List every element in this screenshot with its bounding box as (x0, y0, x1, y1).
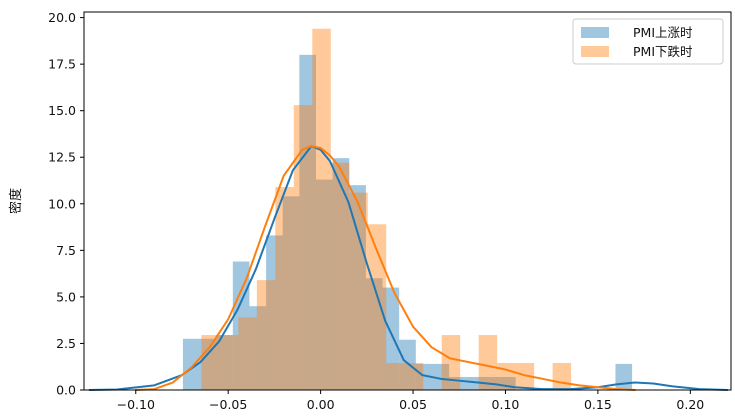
histogram-bar (238, 317, 257, 390)
histogram-bar (386, 363, 405, 390)
histogram-bar (432, 363, 450, 390)
y-axis-label: 密度 (8, 188, 24, 214)
histogram-bar (349, 192, 368, 390)
x-tick-label: 0.10 (492, 397, 520, 412)
legend-box (572, 18, 724, 65)
kde-curves (88, 145, 729, 391)
kde-line (88, 145, 729, 391)
histogram-bar (275, 187, 294, 390)
y-tick-label: 2.5 (56, 336, 76, 351)
histogram-bar (201, 335, 220, 390)
y-axis: 0.0 2.5 5.0 7.5 10.0 12.5 15.0 17.5 20.0 (48, 10, 84, 398)
histogram-bar (478, 335, 498, 390)
legend-label: PMI下跌时 (633, 44, 693, 59)
legend-swatch (581, 27, 609, 38)
histogram-bar (615, 363, 633, 390)
histogram-bar (216, 335, 233, 390)
y-tick-label: 12.5 (48, 150, 76, 165)
x-tick-label: −0.10 (117, 397, 155, 412)
y-tick-label: 10.0 (48, 196, 76, 211)
histogram-bars (182, 28, 633, 390)
histogram-bar (382, 287, 400, 390)
histogram-bar (293, 105, 313, 390)
histogram-bar (299, 54, 316, 390)
x-tick-label: 0.05 (399, 397, 427, 412)
x-tick-label: 0.00 (307, 397, 335, 412)
histogram-bar (256, 280, 276, 390)
histogram-bar (199, 338, 217, 390)
histogram-bar (404, 363, 424, 390)
legend-swatch (581, 46, 609, 57)
histogram-bar (266, 235, 283, 390)
histogram-bar (219, 335, 239, 390)
y-tick-label: 7.5 (56, 243, 76, 258)
legend-label: PMI上涨时 (633, 25, 693, 40)
histogram-bar (312, 28, 331, 390)
histogram-bar (552, 363, 572, 390)
y-tick-label: 20.0 (48, 10, 76, 25)
y-tick-label: 15.0 (48, 103, 76, 118)
histogram-bar (349, 185, 366, 390)
y-tick-label: 0.0 (56, 383, 76, 398)
histogram-bar (415, 363, 433, 390)
histogram-bar (332, 158, 350, 390)
histogram-bar (365, 278, 383, 390)
kde-line (134, 145, 636, 391)
histogram-bar (515, 363, 535, 390)
plot-area (84, 12, 731, 390)
x-tick-label: −0.05 (209, 397, 247, 412)
x-tick-label: 0.20 (676, 397, 704, 412)
histogram-bar (330, 162, 350, 390)
y-tick-label: 17.5 (48, 57, 76, 72)
histogram-bar (399, 339, 416, 390)
histogram-bar (316, 179, 333, 390)
histogram-bar (441, 335, 461, 390)
histogram-bar (367, 224, 387, 390)
y-tick-label: 5.0 (56, 289, 76, 304)
plot-frame (83, 11, 732, 391)
legend: PMI上涨时 PMI下跌时 (572, 18, 724, 65)
histogram-bar (282, 196, 300, 390)
histogram-bar (465, 376, 483, 390)
x-axis: −0.10 −0.05 0.00 0.05 0.10 0.15 0.20 (117, 390, 704, 412)
histogram-bar (249, 306, 267, 390)
histogram-bar (182, 338, 200, 390)
x-tick-label: 0.15 (584, 397, 612, 412)
